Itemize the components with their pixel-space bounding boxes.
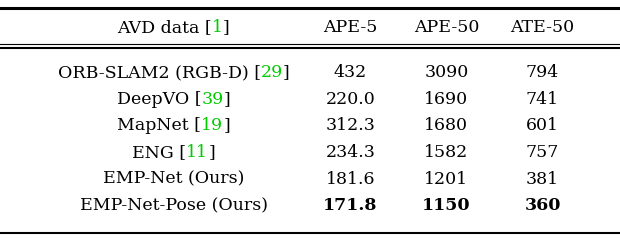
Text: 432: 432: [334, 64, 367, 81]
Text: APE-50: APE-50: [414, 19, 479, 36]
Text: 19: 19: [201, 117, 223, 134]
Text: 381: 381: [526, 171, 559, 188]
Text: 601: 601: [526, 117, 559, 134]
Text: 360: 360: [525, 197, 560, 214]
Text: ]: ]: [223, 19, 230, 36]
Text: AVD data [: AVD data [: [117, 19, 212, 36]
Text: APE-5: APE-5: [323, 19, 378, 36]
Text: 794: 794: [526, 64, 559, 81]
Text: 39: 39: [202, 91, 224, 108]
Text: 234.3: 234.3: [326, 144, 375, 161]
Text: ]: ]: [224, 91, 231, 108]
Text: ENG [: ENG [: [132, 144, 186, 161]
Text: 220.0: 220.0: [326, 91, 375, 108]
Text: 29: 29: [260, 64, 283, 81]
Text: 1582: 1582: [424, 144, 469, 161]
Text: ATE-50: ATE-50: [510, 19, 575, 36]
Text: 181.6: 181.6: [326, 171, 375, 188]
Text: 1690: 1690: [424, 91, 469, 108]
Text: 1201: 1201: [424, 171, 469, 188]
Text: ]: ]: [208, 144, 215, 161]
Text: 312.3: 312.3: [326, 117, 375, 134]
Text: 171.8: 171.8: [323, 197, 378, 214]
Text: 3090: 3090: [424, 64, 469, 81]
Text: 11: 11: [186, 144, 208, 161]
Text: ]: ]: [223, 117, 230, 134]
Text: 1150: 1150: [422, 197, 471, 214]
Text: 1680: 1680: [425, 117, 468, 134]
Text: 1: 1: [212, 19, 223, 36]
Text: MapNet [: MapNet [: [117, 117, 201, 134]
Text: 757: 757: [526, 144, 559, 161]
Text: EMP-Net-Pose (Ours): EMP-Net-Pose (Ours): [79, 197, 268, 214]
Text: ]: ]: [283, 64, 290, 81]
Text: ORB-SLAM2 (RGB-D) [: ORB-SLAM2 (RGB-D) [: [58, 64, 260, 81]
Text: EMP-Net (Ours): EMP-Net (Ours): [103, 171, 244, 188]
Text: 741: 741: [526, 91, 559, 108]
Text: DeepVO [: DeepVO [: [117, 91, 202, 108]
